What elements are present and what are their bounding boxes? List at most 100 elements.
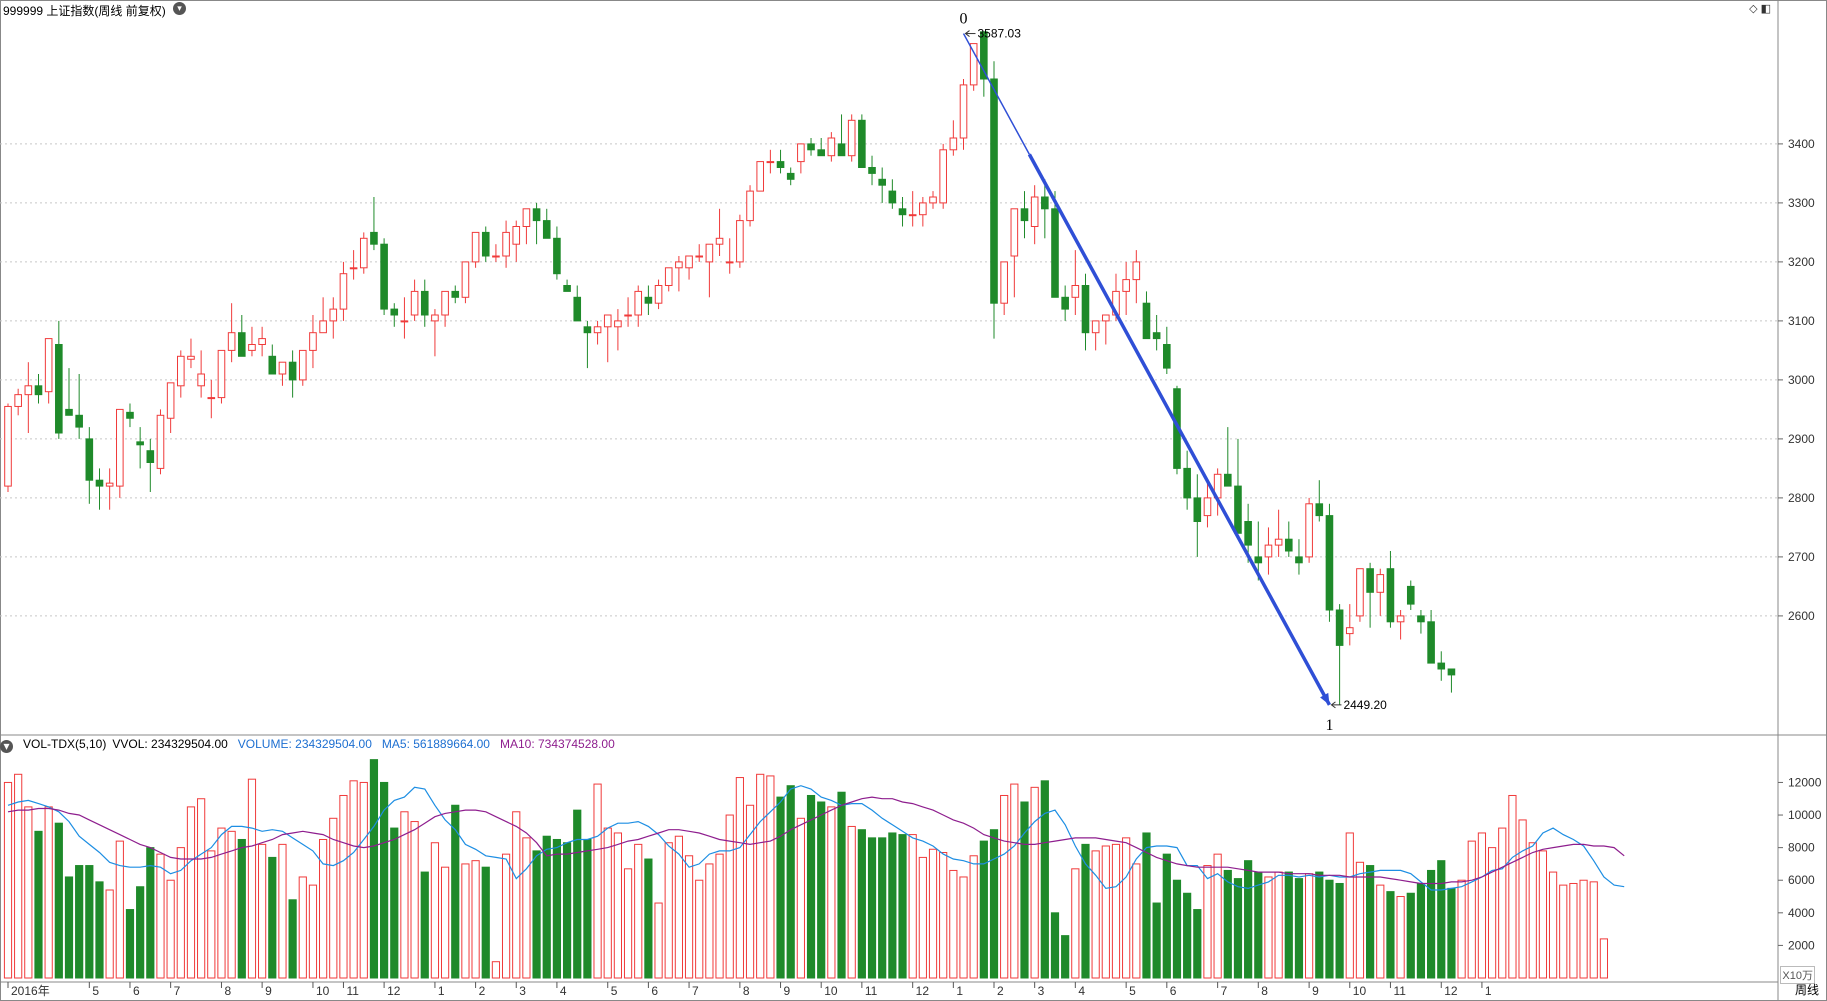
volume-bar[interactable]: [1528, 842, 1537, 979]
candle-body[interactable]: [919, 202, 927, 216]
volume-bar[interactable]: [613, 832, 622, 979]
volume-bar[interactable]: [989, 829, 999, 979]
candle-body[interactable]: [715, 237, 724, 245]
candle-body[interactable]: [431, 314, 439, 322]
candle-body[interactable]: [980, 31, 988, 80]
volume-bar[interactable]: [908, 834, 917, 979]
volume-bar[interactable]: [1284, 871, 1293, 979]
trendline-arrowhead[interactable]: [1320, 692, 1330, 705]
volume-bar[interactable]: [75, 865, 84, 979]
volume-bar[interactable]: [85, 865, 94, 979]
candle-body[interactable]: [817, 149, 826, 157]
volume-bar[interactable]: [400, 811, 409, 979]
volume-bar[interactable]: [959, 876, 968, 979]
candle-body[interactable]: [1305, 503, 1313, 558]
candle-body[interactable]: [1010, 208, 1019, 257]
volume-bar[interactable]: [1213, 853, 1222, 979]
volume-bar[interactable]: [1122, 837, 1131, 979]
volume-bar[interactable]: [512, 811, 521, 979]
volume-bar[interactable]: [308, 884, 318, 979]
period-tab[interactable]: 周线: [1794, 983, 1819, 997]
volume-bar[interactable]: [898, 834, 907, 979]
volume-bar[interactable]: [105, 889, 114, 979]
volume-bar[interactable]: [644, 858, 653, 979]
volume-bar[interactable]: [634, 843, 643, 979]
volume-bar[interactable]: [1081, 843, 1090, 979]
volume-bar[interactable]: [522, 837, 531, 979]
candle-body[interactable]: [868, 167, 876, 174]
volume-bar[interactable]: [1457, 879, 1466, 979]
candle-body[interactable]: [1427, 621, 1435, 664]
candle-body[interactable]: [14, 394, 22, 407]
candle-body[interactable]: [1122, 279, 1130, 292]
volume-bar[interactable]: [979, 840, 988, 979]
chevron-down-icon[interactable]: ▾: [173, 2, 186, 15]
candle-body[interactable]: [847, 119, 856, 157]
volume-bar[interactable]: [1183, 892, 1192, 979]
volume-indicator-name[interactable]: VOL-TDX(5,10): [23, 737, 107, 751]
volume-bar[interactable]: [95, 881, 104, 979]
volume-bar[interactable]: [1538, 850, 1548, 979]
candle-body[interactable]: [288, 361, 297, 381]
volume-bar[interactable]: [1548, 871, 1558, 979]
volume-bar[interactable]: [329, 817, 338, 979]
candle-body[interactable]: [400, 320, 409, 323]
volume-bar[interactable]: [654, 902, 663, 979]
candle-body[interactable]: [481, 231, 490, 257]
volume-bar[interactable]: [796, 817, 805, 979]
candle-body[interactable]: [1325, 515, 1334, 611]
diamond-icon[interactable]: ◇: [1749, 3, 1758, 15]
volume-bar[interactable]: [1040, 780, 1049, 979]
candle-body[interactable]: [512, 226, 521, 245]
volume-bar[interactable]: [593, 783, 602, 979]
candle-body[interactable]: [1041, 196, 1049, 210]
candle-body[interactable]: [1274, 538, 1283, 546]
candle-body[interactable]: [1244, 521, 1252, 546]
volume-bar[interactable]: [217, 827, 226, 979]
volume-bar[interactable]: [542, 835, 551, 979]
candle-body[interactable]: [685, 255, 693, 269]
candle-body[interactable]: [1071, 285, 1080, 298]
volume-bar[interactable]: [237, 838, 246, 979]
volume-bar[interactable]: [1294, 878, 1304, 979]
candle-body[interactable]: [1142, 302, 1151, 340]
volume-bar[interactable]: [939, 852, 948, 979]
candle-body[interactable]: [898, 208, 907, 216]
candle-body[interactable]: [664, 267, 673, 286]
volume-bar[interactable]: [491, 961, 501, 979]
candle-body[interactable]: [1152, 332, 1161, 340]
candle-body[interactable]: [990, 78, 998, 304]
volume-bar[interactable]: [1477, 832, 1487, 979]
volume-bar[interactable]: [359, 781, 368, 979]
candle-body[interactable]: [329, 308, 338, 322]
candle-body[interactable]: [858, 119, 866, 169]
volume-bar[interactable]: [501, 853, 511, 979]
candle-body[interactable]: [959, 84, 968, 139]
volume-bar[interactable]: [1498, 827, 1507, 979]
volume-bar[interactable]: [888, 832, 897, 979]
candle-body[interactable]: [1447, 668, 1456, 676]
candle-body[interactable]: [776, 161, 785, 169]
candle-body[interactable]: [1264, 544, 1273, 558]
candle-body[interactable]: [736, 220, 744, 263]
candle-body[interactable]: [827, 137, 836, 157]
candle-body[interactable]: [654, 285, 663, 304]
volume-bar[interactable]: [1172, 879, 1182, 979]
candle-body[interactable]: [1284, 538, 1293, 552]
volume-bar[interactable]: [1559, 884, 1568, 979]
volume-bar[interactable]: [847, 825, 856, 979]
volume-bar[interactable]: [481, 866, 490, 979]
candle-body[interactable]: [1091, 320, 1100, 334]
volume-bar[interactable]: [44, 806, 53, 979]
volume-bar[interactable]: [176, 847, 185, 979]
volume-bar[interactable]: [573, 809, 582, 979]
volume-bar[interactable]: [146, 847, 155, 979]
candle-body[interactable]: [390, 308, 399, 316]
candle-body[interactable]: [797, 143, 805, 163]
volume-bar[interactable]: [1487, 847, 1497, 979]
volume-bar[interactable]: [319, 838, 328, 979]
volume-bar[interactable]: [410, 821, 419, 979]
candle-body[interactable]: [75, 414, 83, 428]
volume-bar[interactable]: [1345, 832, 1354, 979]
